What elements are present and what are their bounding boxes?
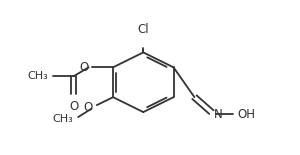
Text: O: O (69, 100, 78, 113)
Text: O: O (80, 61, 89, 74)
Text: OH: OH (237, 108, 255, 121)
Text: N: N (214, 108, 223, 121)
Text: O: O (83, 101, 92, 114)
Text: Cl: Cl (137, 22, 149, 35)
Text: CH₃: CH₃ (53, 114, 74, 124)
Text: CH₃: CH₃ (27, 71, 48, 81)
